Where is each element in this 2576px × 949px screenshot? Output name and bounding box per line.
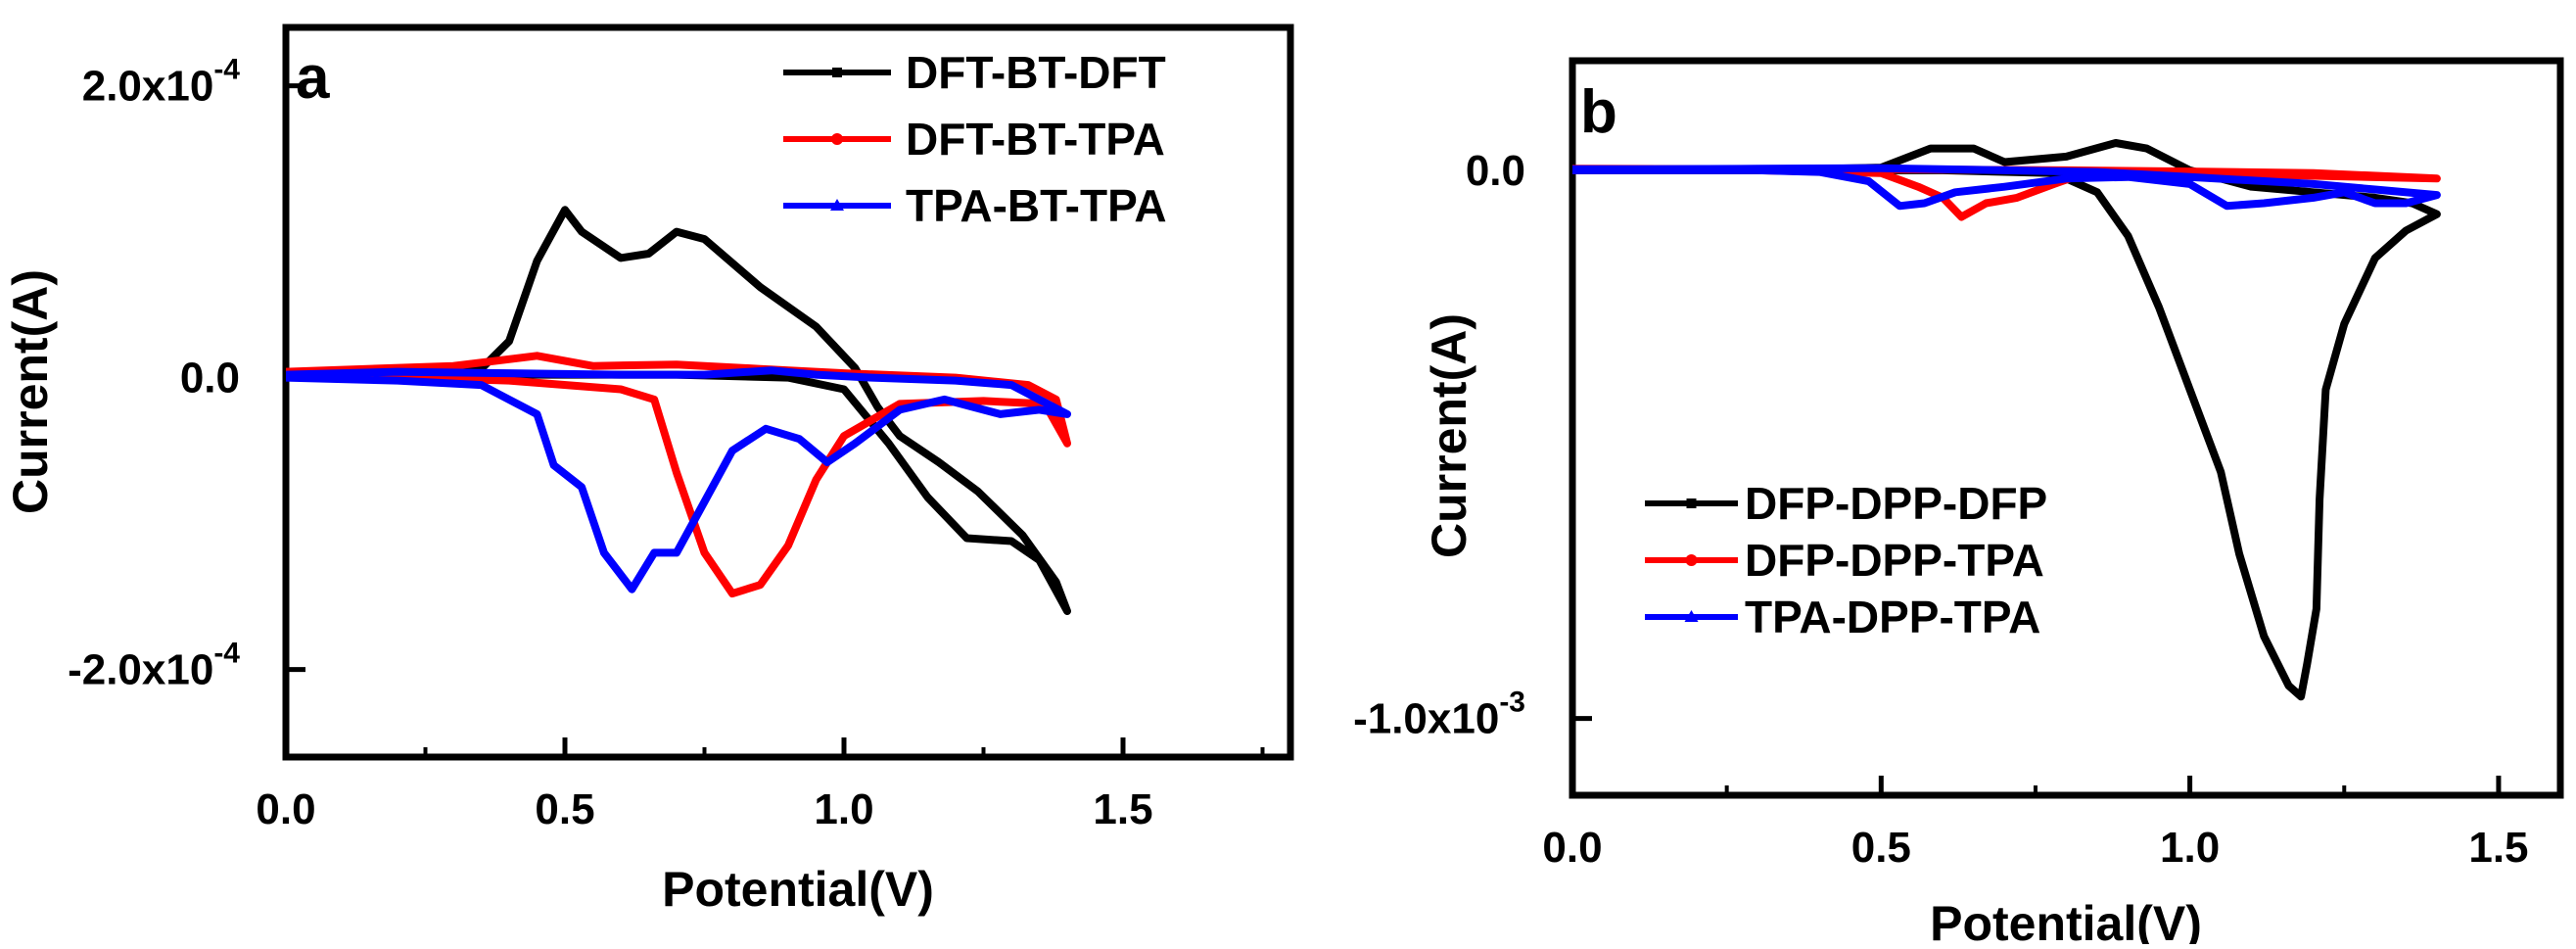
chart-panel-a: 0.0 0.5 1.0 1.5 2.0x10-4 0.0 -2.0x10-4 Potentia…	[3, 24, 1294, 917]
x-axis-label: Potential(V)	[662, 862, 934, 917]
x-axis-label: Potential(V)	[1930, 896, 2202, 944]
x-tick-label: 0.5	[535, 785, 594, 833]
panel-label: b	[1580, 78, 1617, 146]
y-tick-label: -1.0x10-3	[1353, 687, 1525, 743]
x-tick-label: 0.0	[256, 785, 315, 833]
y-axis-label: Current(A)	[1422, 313, 1476, 558]
legend-marker-square	[1686, 498, 1697, 508]
y-tick-label: -2.0x10-4	[68, 638, 240, 694]
legend-label: DFT-BT-DFT	[906, 47, 1166, 98]
series-line-TPA-DPP-TPA	[1572, 164, 2441, 211]
legend-marker-circle	[831, 133, 843, 145]
x-tick-label: 1.5	[1093, 785, 1152, 833]
series-line-DFT-BT-DFT	[286, 206, 1071, 615]
chart-panel-b: 0.0 0.5 1.0 1.5 0.0 -1.0x10-3 Potential(V) Curr…	[1353, 57, 2564, 949]
legend-marker-square	[832, 68, 842, 77]
x-tick-label: 1.0	[2160, 824, 2220, 872]
legend-label: DFT-BT-TPA	[906, 114, 1165, 165]
x-tick-label: 1.0	[814, 785, 873, 833]
legend-label: DFP-DPP-TPA	[1745, 535, 2044, 586]
legend-marker-triangle	[1684, 610, 1699, 622]
y-tick-label: 0.0	[180, 355, 240, 403]
x-tick-label: 0.5	[1851, 824, 1911, 872]
series-line-TPA-BT-TPA	[286, 366, 1071, 593]
y-tick-label: 0.0	[1466, 147, 1525, 195]
x-tick-label: 1.5	[2468, 824, 2528, 872]
legend-label: TPA-DPP-TPA	[1745, 592, 2040, 642]
y-axis-label: Current(A)	[3, 269, 58, 514]
series-line-DFP-DPP-DFP	[1572, 139, 2441, 701]
x-tick-label: 0.0	[1542, 824, 1602, 872]
y-tick-label: 2.0x10-4	[82, 54, 241, 111]
legend-label: TPA-BT-TPA	[906, 180, 1167, 231]
legend-marker-triangle	[830, 199, 844, 211]
legend-marker-circle	[1685, 554, 1698, 566]
plot-frame	[1569, 57, 2564, 799]
panel-label: a	[296, 44, 330, 112]
plot-frame	[282, 24, 1294, 761]
legend-label: DFP-DPP-DFP	[1745, 478, 2047, 529]
